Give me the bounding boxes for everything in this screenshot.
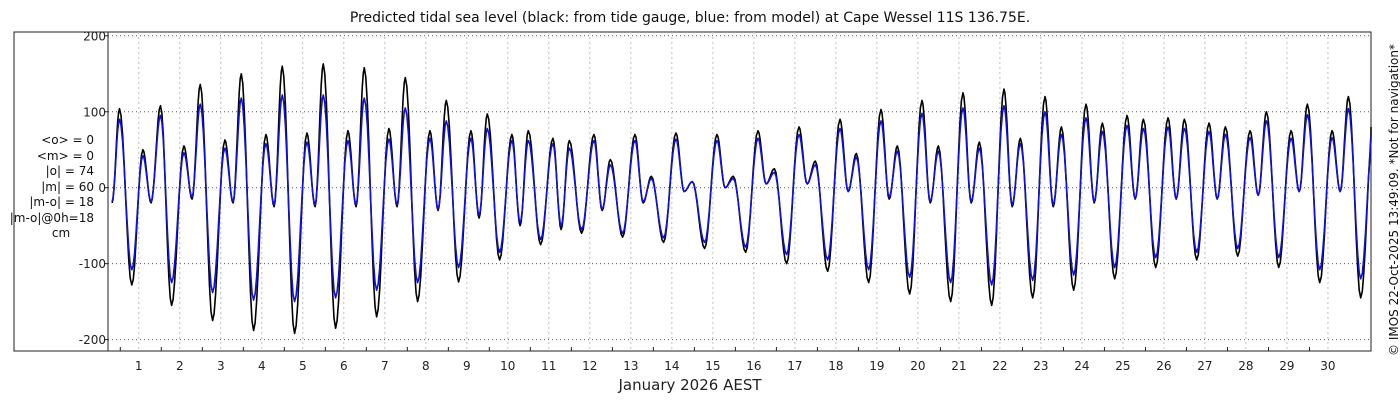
x-tick-label: 3 bbox=[217, 359, 225, 373]
x-tick-label: 1 bbox=[135, 359, 143, 373]
x-tick-label: 13 bbox=[623, 359, 638, 373]
x-tick-label: 5 bbox=[299, 359, 307, 373]
plot-area bbox=[13, 31, 1372, 352]
x-tick-label: 26 bbox=[1156, 359, 1171, 373]
y-tick-label: -200 bbox=[79, 333, 106, 347]
series-model-line bbox=[111, 94, 1372, 303]
x-tick-label: 24 bbox=[1074, 359, 1089, 373]
x-tick-label: 8 bbox=[422, 359, 430, 373]
x-tick-label: 14 bbox=[664, 359, 679, 373]
x-tick-label: 22 bbox=[992, 359, 1007, 373]
x-tick-label: 20 bbox=[910, 359, 925, 373]
x-tick-label: 18 bbox=[828, 359, 843, 373]
y-tick-label: -100 bbox=[79, 257, 106, 271]
x-tick-label: 25 bbox=[1115, 359, 1130, 373]
x-tick-label: 12 bbox=[582, 359, 597, 373]
x-tick-label: 29 bbox=[1279, 359, 1294, 373]
y-tick-label: 100 bbox=[83, 105, 106, 119]
x-tick-label: 15 bbox=[705, 359, 720, 373]
x-tick-label: 19 bbox=[869, 359, 884, 373]
x-tick-label: 30 bbox=[1320, 359, 1335, 373]
y-tick-label: 0 bbox=[98, 181, 106, 195]
stat-mean-observed: <o> = 0 bbox=[41, 133, 94, 147]
x-tick-label: 16 bbox=[746, 359, 761, 373]
stat-unit: cm bbox=[51, 226, 71, 240]
x-tick-label: 21 bbox=[951, 359, 966, 373]
x-tick-label: 10 bbox=[500, 359, 515, 373]
x-tick-label: 23 bbox=[1033, 359, 1048, 373]
x-tick-label: 7 bbox=[381, 359, 389, 373]
series-gauge-line bbox=[111, 63, 1372, 335]
x-tick-label: 4 bbox=[258, 359, 266, 373]
axes bbox=[104, 32, 1310, 351]
stat-abs-diff-0h: |m-o|@0h=18 bbox=[9, 210, 94, 225]
chart-title: Predicted tidal sea level (black: from t… bbox=[349, 10, 1031, 26]
stat-abs-diff: |m-o| = 18 bbox=[29, 195, 94, 209]
grid bbox=[108, 32, 1371, 351]
credit-text: © IMOS 22-Oct-2025 13:49:09. *Not for na… bbox=[1387, 44, 1400, 356]
x-tick-label: 28 bbox=[1238, 359, 1253, 373]
x-tick-label: 27 bbox=[1197, 359, 1212, 373]
series-lines bbox=[111, 63, 1372, 335]
stat-abs-observed: |o| = 74 bbox=[45, 164, 94, 178]
x-tick-label: 9 bbox=[463, 359, 471, 373]
x-tick-label: 17 bbox=[787, 359, 802, 373]
x-tick-label: 6 bbox=[340, 359, 348, 373]
x-tick-label: 2 bbox=[176, 359, 184, 373]
stat-mean-model: <m> = 0 bbox=[36, 148, 94, 163]
stats-panel: <o> = 0 <m> = 0 |o| = 74 |m| = 60 |m-o| … bbox=[0, 133, 122, 242]
x-axis-label: January 2026 AEST bbox=[618, 376, 762, 394]
y-tick-label: 200 bbox=[83, 29, 106, 43]
x-tick-label: 11 bbox=[541, 359, 556, 373]
stat-abs-model: |m| = 60 bbox=[41, 179, 94, 194]
